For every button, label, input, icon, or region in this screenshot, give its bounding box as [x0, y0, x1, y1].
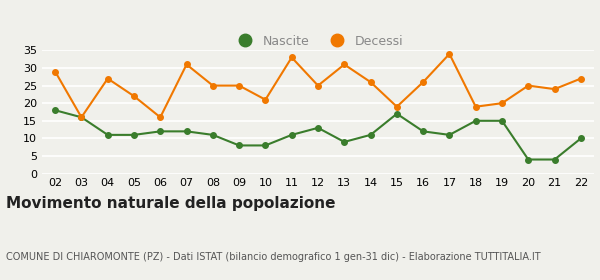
Nascite — [524, 158, 532, 161]
Nascite — [183, 130, 190, 133]
Nascite — [130, 133, 137, 137]
Decessi — [367, 80, 374, 84]
Nascite — [551, 158, 558, 161]
Decessi — [262, 98, 269, 101]
Decessi — [288, 56, 295, 59]
Decessi — [551, 87, 558, 91]
Decessi — [78, 116, 85, 119]
Legend: Nascite, Decessi: Nascite, Decessi — [228, 30, 408, 53]
Nascite — [419, 130, 427, 133]
Nascite — [288, 133, 295, 137]
Nascite — [262, 144, 269, 147]
Decessi — [52, 70, 59, 73]
Nascite — [446, 133, 453, 137]
Decessi — [419, 80, 427, 84]
Nascite — [209, 133, 217, 137]
Decessi — [499, 102, 506, 105]
Decessi — [157, 116, 164, 119]
Nascite — [104, 133, 112, 137]
Decessi — [472, 105, 479, 108]
Decessi — [446, 52, 453, 56]
Nascite — [472, 119, 479, 122]
Nascite — [78, 116, 85, 119]
Decessi — [104, 77, 112, 80]
Decessi — [236, 84, 243, 87]
Line: Nascite: Nascite — [52, 108, 584, 162]
Nascite — [393, 112, 400, 115]
Decessi — [577, 77, 584, 80]
Nascite — [499, 119, 506, 122]
Text: Movimento naturale della popolazione: Movimento naturale della popolazione — [6, 196, 335, 211]
Nascite — [367, 133, 374, 137]
Decessi — [130, 94, 137, 98]
Line: Decessi: Decessi — [52, 51, 584, 120]
Decessi — [314, 84, 322, 87]
Decessi — [209, 84, 217, 87]
Text: COMUNE DI CHIAROMONTE (PZ) - Dati ISTAT (bilancio demografico 1 gen-31 dic) - El: COMUNE DI CHIAROMONTE (PZ) - Dati ISTAT … — [6, 252, 541, 262]
Decessi — [393, 105, 400, 108]
Nascite — [341, 140, 348, 144]
Nascite — [52, 109, 59, 112]
Decessi — [524, 84, 532, 87]
Decessi — [341, 63, 348, 66]
Nascite — [577, 137, 584, 140]
Nascite — [236, 144, 243, 147]
Nascite — [157, 130, 164, 133]
Decessi — [183, 63, 190, 66]
Nascite — [314, 126, 322, 130]
